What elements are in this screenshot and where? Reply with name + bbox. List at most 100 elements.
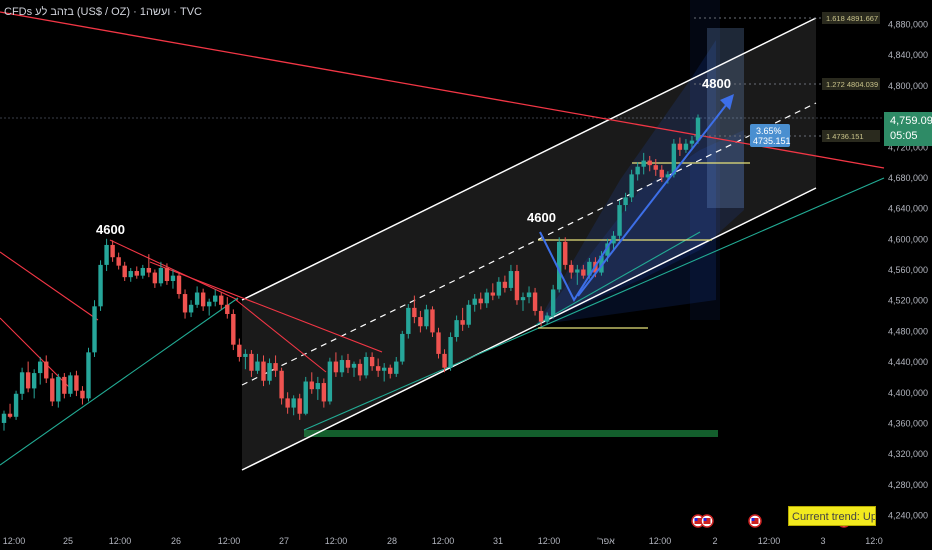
candle-body xyxy=(267,363,272,381)
candle-body xyxy=(140,267,145,276)
event-flag-icon xyxy=(700,514,714,528)
candle-body xyxy=(110,244,115,258)
candle-body xyxy=(677,143,683,150)
candle xyxy=(617,200,622,239)
candle xyxy=(484,288,489,308)
candle-body xyxy=(496,281,502,296)
candle xyxy=(194,286,200,308)
candle-body xyxy=(436,332,441,354)
candle-body xyxy=(671,143,677,175)
price-axis-label: 4,400,000 xyxy=(888,388,928,398)
candle xyxy=(110,240,115,262)
candle-body xyxy=(170,275,176,282)
candle xyxy=(134,266,139,279)
candle-body xyxy=(243,353,248,357)
candle xyxy=(38,356,43,385)
candle-body xyxy=(544,315,550,322)
candle-body xyxy=(206,301,212,307)
channel-mid-line xyxy=(241,102,817,386)
candle xyxy=(285,392,290,414)
time-axis-label: 12:00 xyxy=(538,536,561,546)
current-price-value: 4,759.090 xyxy=(890,115,932,127)
price-axis-label: 4,360,000 xyxy=(888,418,928,428)
candle xyxy=(381,363,387,382)
candle xyxy=(206,298,212,316)
event-flag-stripe xyxy=(694,518,702,524)
candle xyxy=(146,254,152,278)
candle-body xyxy=(490,292,496,296)
candle-body xyxy=(249,353,254,371)
price-axis-label: 4,880,000 xyxy=(888,20,928,30)
candle-body xyxy=(641,160,646,167)
candle xyxy=(309,372,314,394)
time-axis-label: 12:00 xyxy=(109,536,132,546)
candle xyxy=(659,165,664,183)
candle xyxy=(225,297,230,319)
symbol-title[interactable]: CFDs בזהב לע (US$ / OZ) · 1ועשה · TVC xyxy=(4,6,202,18)
candle xyxy=(213,289,218,307)
candle-body xyxy=(25,372,31,389)
candle-body xyxy=(502,281,508,288)
candle-body xyxy=(406,307,411,334)
candle-body xyxy=(38,361,43,374)
candle xyxy=(647,155,652,172)
candle-body xyxy=(647,160,652,166)
price-axis-label: 4,440,000 xyxy=(888,357,928,367)
candle-body xyxy=(587,261,592,276)
candle-body xyxy=(526,292,532,298)
candle-body xyxy=(128,271,133,278)
candle-body xyxy=(56,376,61,402)
candle-body xyxy=(689,140,695,144)
candle-body xyxy=(194,292,200,305)
candle-body xyxy=(333,361,339,373)
price-axis-label: 4,280,000 xyxy=(888,480,928,490)
candle xyxy=(526,286,532,304)
candle-body xyxy=(520,297,526,301)
candle-body xyxy=(460,320,465,325)
candle-body xyxy=(472,298,477,305)
candle xyxy=(140,264,145,279)
time-axis-label: 28 xyxy=(387,536,397,546)
time-axis-label: 12:00 xyxy=(432,536,455,546)
candle xyxy=(478,292,483,310)
candle-body xyxy=(116,257,121,266)
candle xyxy=(291,395,296,416)
fib-label-1-bg xyxy=(822,130,880,142)
candle xyxy=(629,169,634,202)
projection-fan-outer xyxy=(536,40,716,325)
time-axis-label: 12:00 xyxy=(325,536,348,546)
candle-body xyxy=(146,267,152,273)
candle-body xyxy=(297,398,302,414)
candle xyxy=(436,327,441,359)
candle xyxy=(1,410,7,431)
candle-body xyxy=(623,197,628,206)
support-line-right xyxy=(303,177,885,431)
candle-body xyxy=(98,264,103,307)
time-axis-label: 26 xyxy=(171,536,181,546)
candle xyxy=(44,355,49,384)
candle-body xyxy=(569,264,574,273)
price-axis-label: 4,840,000 xyxy=(888,50,928,60)
candle-body xyxy=(200,292,206,307)
candle xyxy=(448,332,453,371)
candle-body xyxy=(430,309,435,333)
price-axis-label: 4,680,000 xyxy=(888,173,928,183)
candle-body xyxy=(514,271,520,301)
fib-label-1618-bg xyxy=(822,12,880,24)
candle-body xyxy=(213,295,218,302)
candle-body xyxy=(454,320,459,338)
candle-body xyxy=(50,378,55,402)
candle xyxy=(7,403,13,419)
candle xyxy=(80,386,85,405)
candle-body xyxy=(424,309,429,327)
trend-note[interactable]: Current trend: Up ↗ xyxy=(788,506,876,526)
resistance-line-e xyxy=(235,299,327,373)
candle xyxy=(502,275,508,293)
time-axis-label: 2 xyxy=(712,536,717,546)
event-flag-canton xyxy=(703,518,707,521)
candle xyxy=(635,162,640,181)
candle-body xyxy=(659,169,664,178)
candle xyxy=(695,114,701,144)
